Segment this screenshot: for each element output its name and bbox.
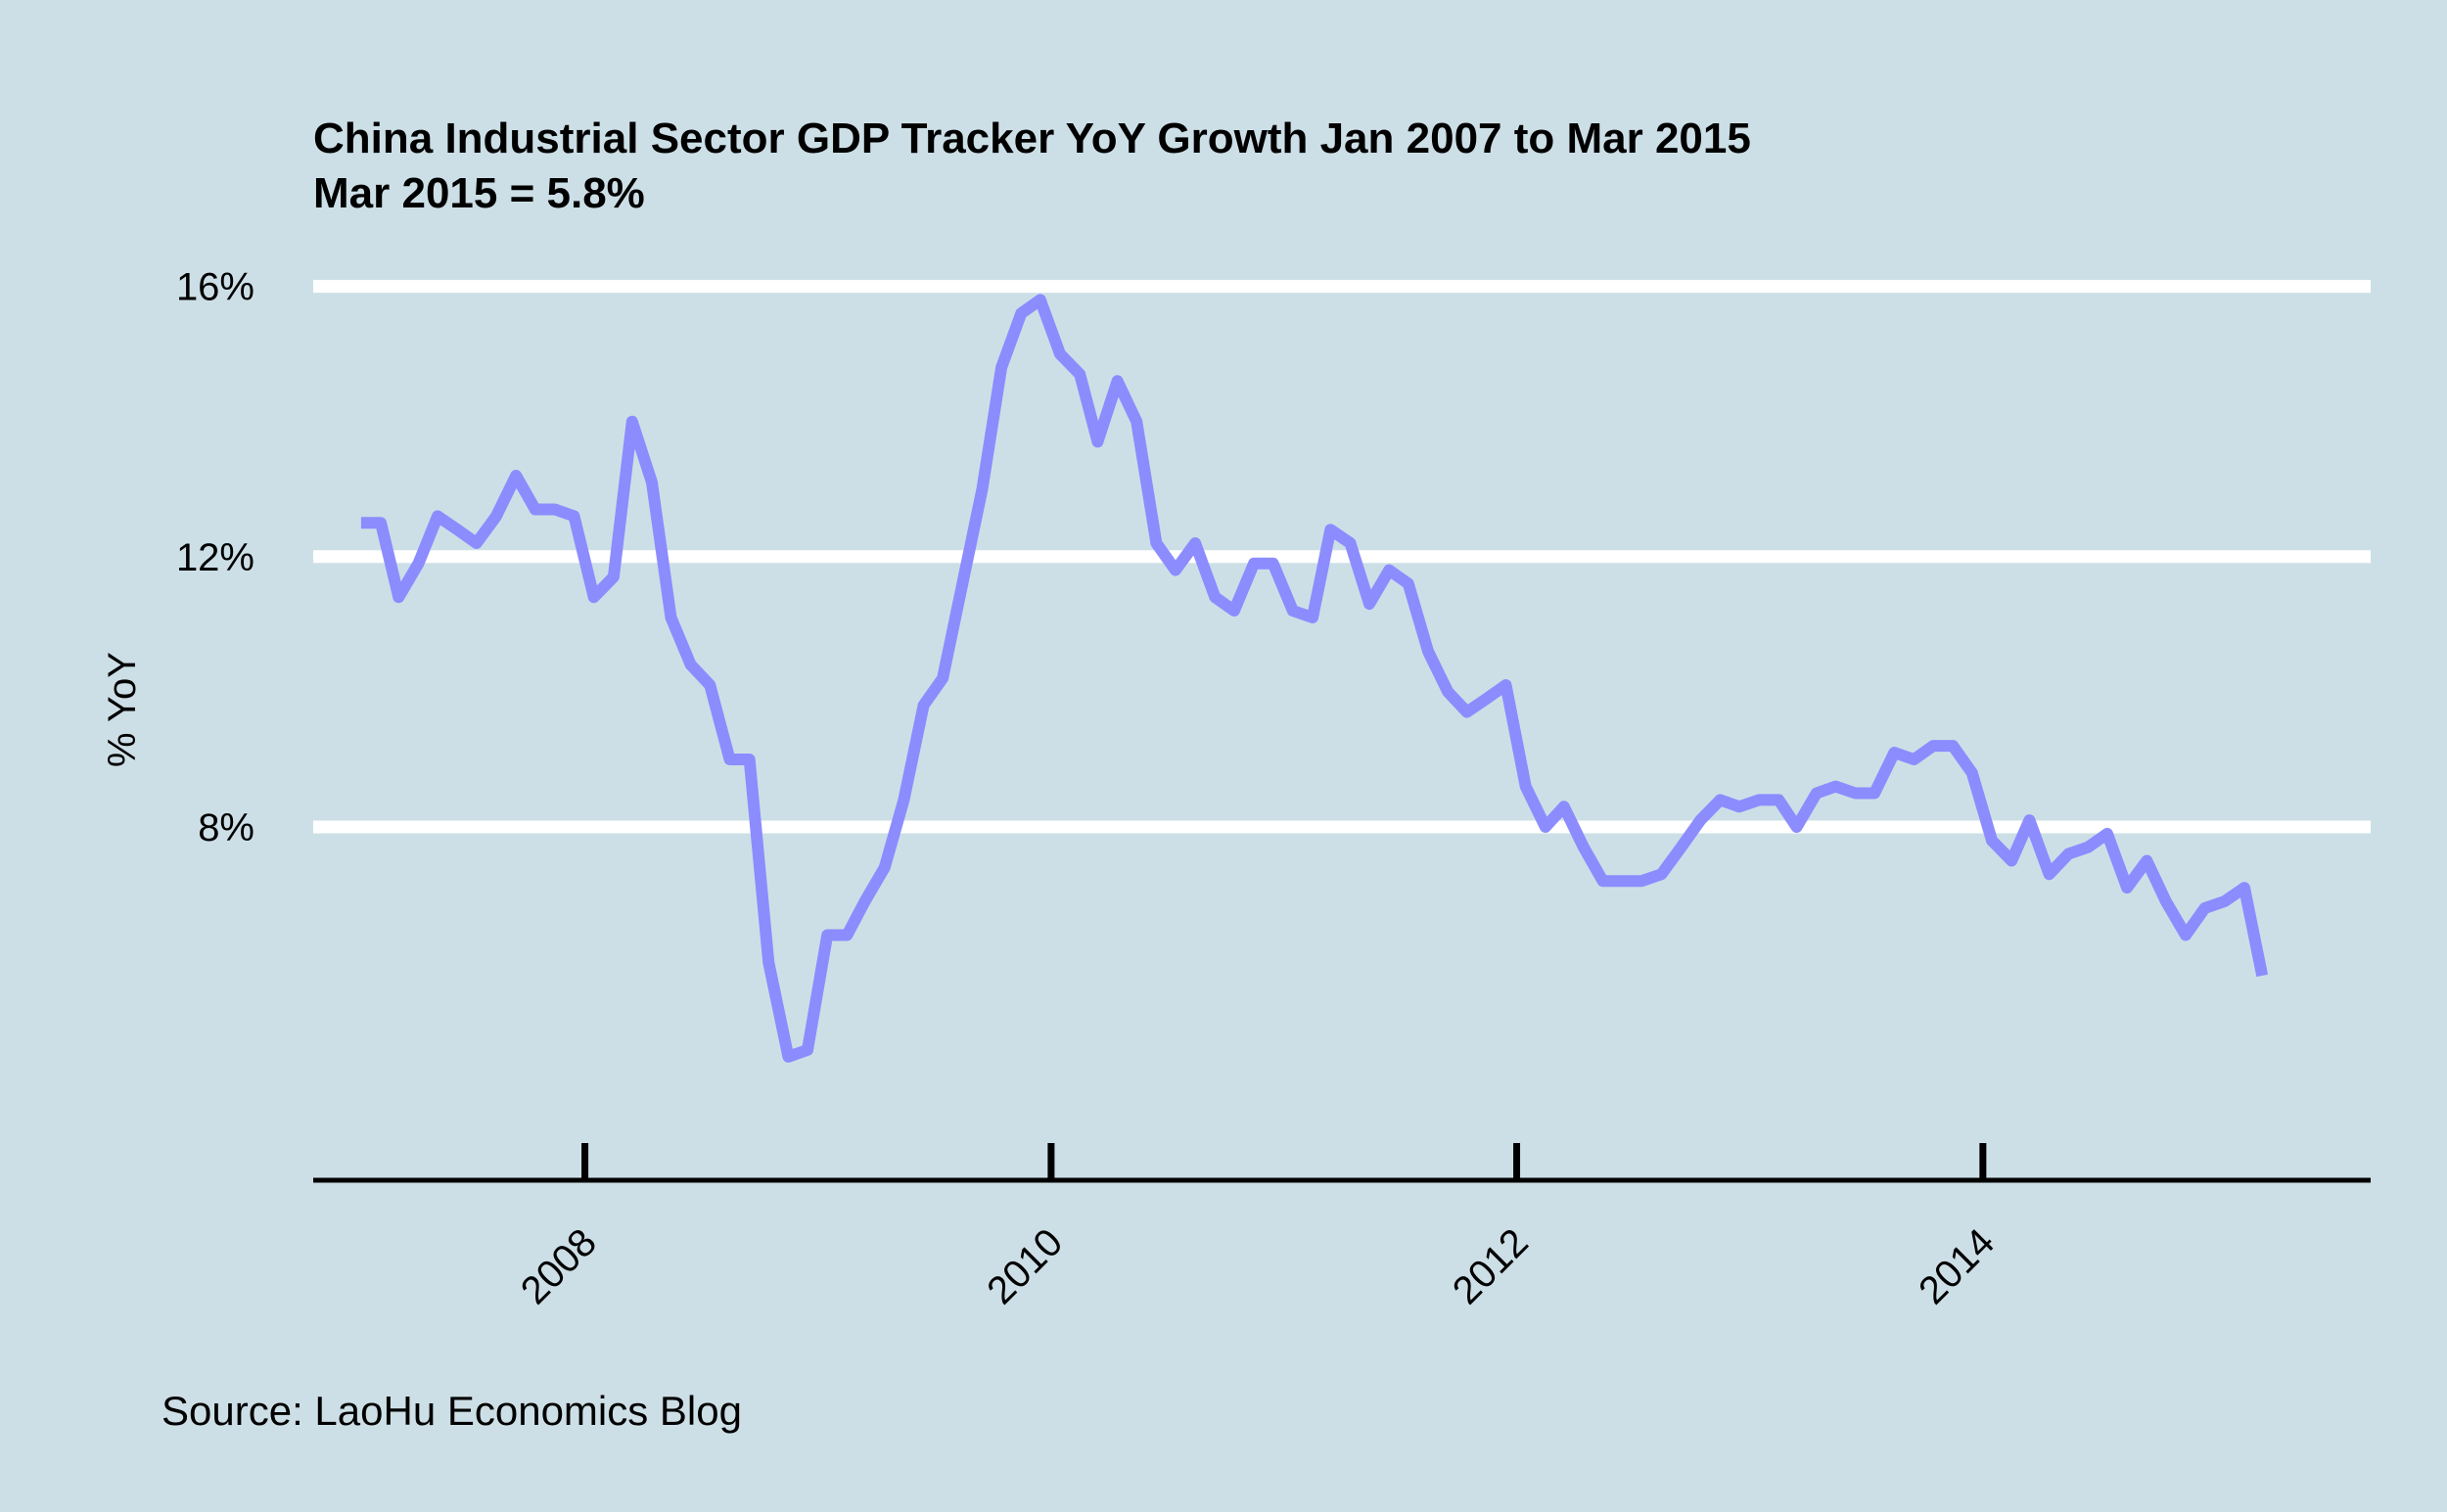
y-tick-label: 12% [176, 536, 254, 579]
chart-subtitle: Mar 2015 = 5.8% [313, 169, 645, 217]
series-line [360, 294, 2269, 1063]
y-axis-label: % YoY [101, 652, 144, 767]
chart-title: China Industrial Sector GDP Tracker YoY … [313, 115, 1751, 162]
source-caption: Source: LaoHu Economics Blog [162, 1388, 742, 1434]
y-tick-label: 8% [198, 806, 254, 849]
y-tick-label: 16% [176, 266, 254, 309]
y-tick-labels: 8% 12% 16% [176, 266, 254, 849]
x-ticks [581, 1143, 1987, 1180]
